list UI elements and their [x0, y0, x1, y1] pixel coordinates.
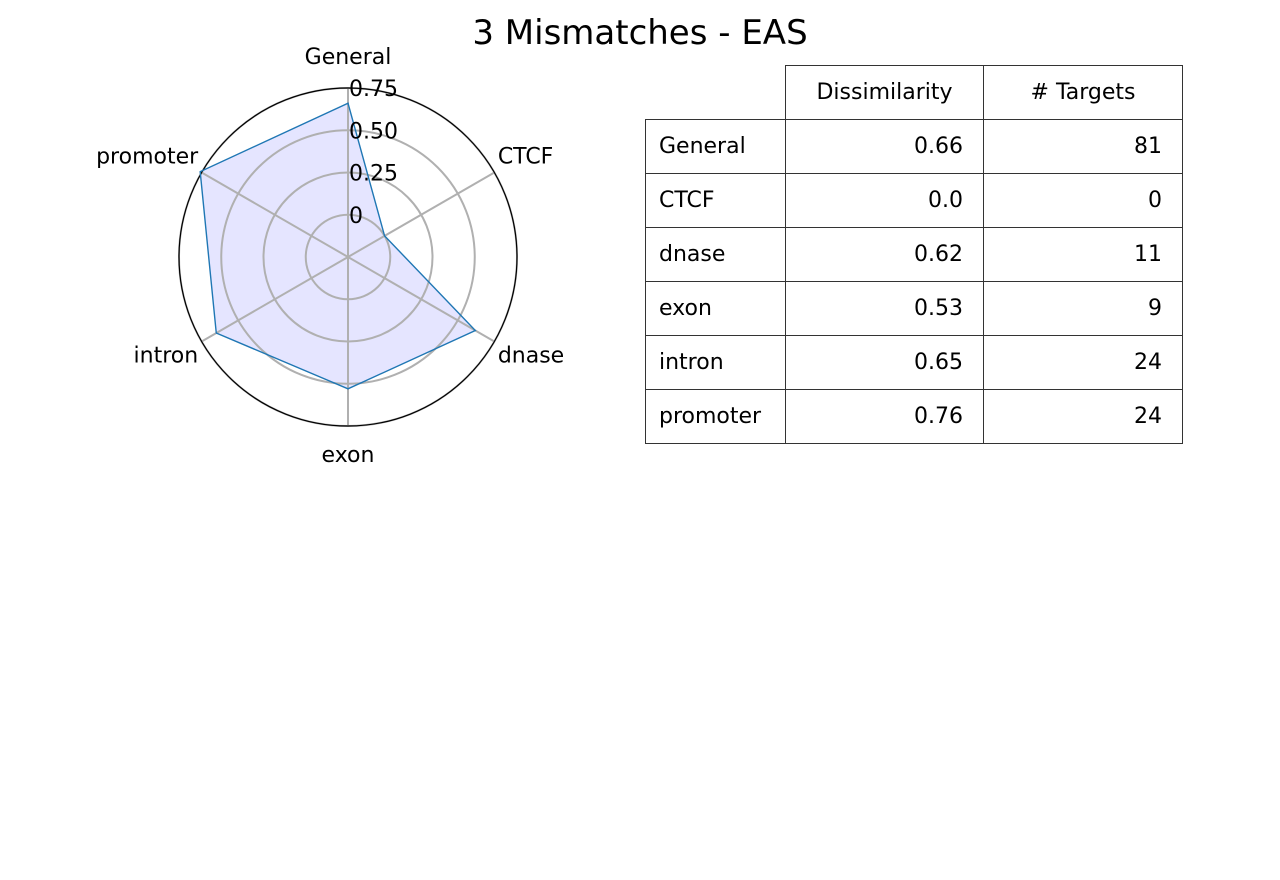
row-label: intron	[645, 335, 786, 390]
table-row: General 0.66 81	[645, 119, 1183, 174]
header-dissimilarity: Dissimilarity	[785, 65, 984, 120]
category-label: dnase	[498, 344, 564, 369]
row-label: promoter	[645, 389, 786, 444]
category-label: CTCF	[498, 145, 554, 170]
radial-tick-label: 0.75	[349, 77, 398, 102]
radial-tick-label: 0	[349, 204, 363, 229]
row-label: exon	[645, 281, 786, 336]
radial-tick-label: 0.25	[349, 162, 398, 187]
targets-cell: 0	[983, 173, 1183, 228]
row-label: CTCF	[645, 173, 786, 228]
radar-series-line	[199, 102, 477, 390]
dissimilarity-cell: 0.66	[785, 119, 984, 174]
table-row: CTCF 0.0 0	[645, 173, 1183, 228]
category-label: promoter	[96, 145, 199, 170]
table-row: intron 0.65 24	[645, 335, 1183, 390]
table-header-row: Dissimilarity # Targets	[646, 65, 1183, 120]
chart-title: 3 Mismatches - EAS	[472, 13, 808, 53]
spoke-line	[201, 171, 349, 258]
row-label: General	[645, 119, 786, 174]
table-row: promoter 0.76 24	[645, 389, 1183, 444]
category-label: intron	[134, 344, 199, 369]
targets-cell: 24	[983, 335, 1183, 390]
category-label: exon	[322, 443, 375, 468]
spoke-line	[201, 256, 349, 343]
radar-area-fill	[200, 103, 476, 389]
targets-cell: 24	[983, 389, 1183, 444]
table-row: dnase 0.62 11	[645, 227, 1183, 282]
dissimilarity-cell: 0.62	[785, 227, 984, 282]
spoke-line	[347, 256, 495, 343]
dissimilarity-cell: 0.76	[785, 389, 984, 444]
table-row: exon 0.53 9	[645, 281, 1183, 336]
spoke-line	[347, 171, 495, 258]
radar-outer-frame	[178, 87, 518, 427]
radar-chart: 0 0.25 0.50 0.75 General CTCF dnase exon intron p…	[96, 45, 564, 468]
category-label: General	[305, 45, 392, 70]
dissimilarity-cell: 0.65	[785, 335, 984, 390]
dissimilarity-cell: 0.0	[785, 173, 984, 228]
targets-cell: 9	[983, 281, 1183, 336]
header-targets: # Targets	[983, 65, 1183, 120]
table-corner-cell	[646, 66, 786, 120]
dissimilarity-cell: 0.53	[785, 281, 984, 336]
row-label: dnase	[645, 227, 786, 282]
targets-cell: 11	[983, 227, 1183, 282]
radial-tick-label: 0.50	[349, 119, 398, 144]
stats-table: Dissimilarity # Targets General 0.66 81 …	[645, 65, 1183, 444]
targets-cell: 81	[983, 119, 1183, 174]
